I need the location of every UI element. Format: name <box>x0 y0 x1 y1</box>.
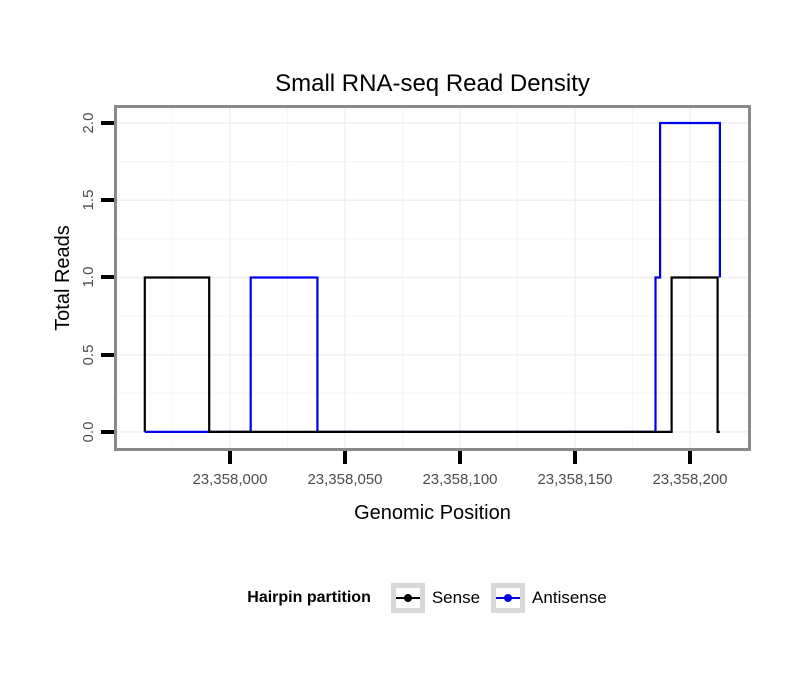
y-tick-mark <box>101 353 114 357</box>
legend-label-sense: Sense <box>431 588 481 607</box>
x-tick-mark <box>688 451 692 464</box>
y-tick-label: 1.5 <box>80 189 97 211</box>
x-tick-label: 23,358,150 <box>537 471 613 488</box>
y-tick-label: 2.0 <box>80 112 97 134</box>
legend-key-sense <box>390 583 425 613</box>
y-tick-mark <box>101 121 114 125</box>
legend-point-sense <box>403 594 412 602</box>
plot-area <box>117 108 748 448</box>
y-tick-mark <box>101 198 114 202</box>
legend-title: Hairpin partition <box>247 589 371 606</box>
y-tick-label: 0.0 <box>80 421 97 443</box>
y-tick-mark <box>101 275 114 279</box>
x-axis-title: Genomic Position <box>354 502 511 524</box>
legend-key-antisense <box>491 583 526 613</box>
chart-title: Small RNA-seq Read Density <box>275 70 590 97</box>
plot-panel <box>114 105 751 451</box>
x-tick-label: 23,358,200 <box>652 471 728 488</box>
y-axis-title: Total Reads <box>52 225 74 331</box>
x-tick-label: 23,358,050 <box>307 471 383 488</box>
x-tick-label: 23,358,100 <box>422 471 498 488</box>
x-tick-mark <box>573 451 577 464</box>
legend-point-antisense <box>504 594 513 602</box>
y-tick-label: 1.0 <box>80 266 97 288</box>
legend: Hairpin partition Sense Antisense <box>117 583 748 613</box>
x-tick-mark <box>343 451 347 464</box>
x-tick-label: 23,358,000 <box>192 471 268 488</box>
y-tick-label: 0.5 <box>80 344 97 366</box>
y-tick-mark <box>101 430 114 434</box>
x-tick-mark <box>458 451 462 464</box>
x-tick-mark <box>228 451 232 464</box>
legend-label-antisense: Antisense <box>532 588 607 607</box>
series-line-sense <box>143 276 720 433</box>
